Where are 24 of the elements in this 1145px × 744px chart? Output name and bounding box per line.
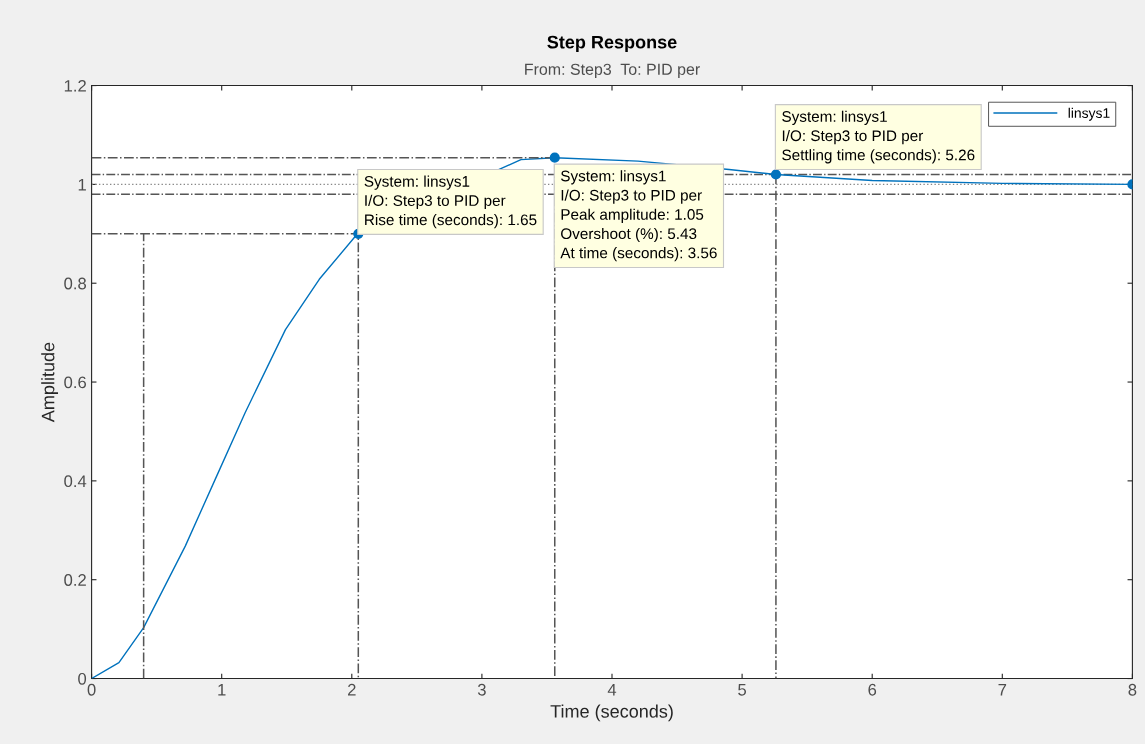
y-axis-title: Amplitude [41,342,59,423]
y-tick-label: 0.2 [64,574,86,586]
x-tick-label: 0 [87,683,96,696]
chart-subtitle: From: Step3 To: PID per [525,63,700,79]
x-axis-title: Time (seconds) [550,704,673,722]
y-tick-label: 1 [78,178,86,191]
y-tick-label: 1.2 [64,79,86,92]
x-tick-label: 8 [1128,683,1137,696]
y-tick-label: 0.6 [64,376,87,389]
x-tick-label: 2 [348,683,356,696]
chart-title: Step Response [547,35,677,53]
x-tick-label: 7 [998,684,1007,696]
y-tick-label: 0.4 [64,475,87,488]
x-tick-label: 1 [218,684,226,696]
x-tick-label: 5 [738,684,747,696]
annotation: System: linsys1 I/O: Step3 to PID per Peak amplitude: 1.05 Overshoot (%): 5.43 At time (seconds): 3.56 [560,170,717,262]
y-tick-label: 0.8 [64,277,87,290]
annotation: System: linsys1 I/O: Step3 to PID per Settling time (seconds): 5.26 [782,110,975,164]
x-tick-label: 3 [477,683,486,696]
annotation: System: linsys1 I/O: Step3 to PID per Rise time (seconds): 1.65 [364,175,537,229]
x-tick-label: 6 [868,683,877,696]
y-tick-label: 0 [78,672,87,685]
x-tick-label: 4 [607,684,617,696]
legend-label: linsys1 [1068,107,1110,121]
